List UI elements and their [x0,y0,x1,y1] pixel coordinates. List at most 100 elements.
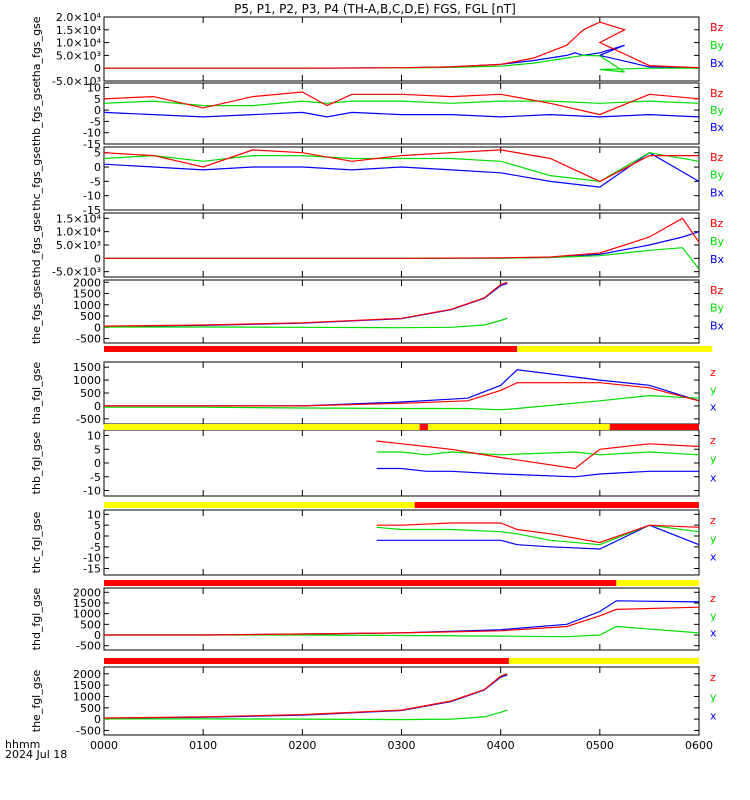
y-tick-label: -5.0×10³ [52,75,101,88]
y-tick-label: 1500 [73,288,101,301]
legend-entry-y: y [710,453,717,466]
series-line-x [376,524,700,550]
series-line-y [376,524,700,546]
legend-entry-Bx: Bx [710,186,725,199]
y-axis-label: tha_fgs_gse [30,16,43,81]
mode-segment-slow [517,346,713,352]
x-tick-label: 0000 [90,739,118,752]
mode-segment-slow [104,502,415,508]
legend-entry-x: x [710,471,717,484]
y-tick-label: 500 [80,310,101,323]
series-line-z [104,606,700,636]
panel-frame [103,666,700,736]
y-tick-label: -5 [90,175,101,188]
y-tick-label: 0 [94,161,101,174]
panel-frame [103,146,700,211]
mode-segment-fast [414,502,699,508]
legend-entry-x: x [710,401,717,414]
y-axis-label: the_fgl_gse [30,670,43,733]
y-tick-label: 2.0×10⁴ [56,11,102,24]
panel-frame [103,361,700,425]
x-tick-label: 0300 [388,739,416,752]
legend-entry-Bx: Bx [710,121,725,134]
y-tick-label: -10 [83,127,101,140]
legend-entry-Bz: Bz [710,21,724,34]
panel-frame [103,587,700,651]
y-tick-label: 0 [94,457,101,470]
y-tick-label: 1000 [73,374,101,387]
y-tick-label: 1000 [73,608,101,621]
legend-entry-Bz: Bz [710,87,724,100]
mode-bar [104,580,699,586]
x-tick-label: 0100 [189,739,217,752]
y-tick-label: 1000 [73,690,101,703]
series-line-Bz [103,149,699,183]
y-tick-label: 1.0×10⁴ [56,37,102,50]
date-label: 2024 Jul 18 [5,748,68,761]
y-tick-label: 0 [94,321,101,334]
y-tick-label: 2000 [73,586,101,599]
series-line-Bz [104,21,700,69]
series-line-y [104,709,508,721]
y-axis-label: thb_fgs_gse [30,81,43,147]
y-tick-label: 0 [94,713,101,726]
chart-title: P5, P1, P2, P3, P4 (TH-A,B,C,D,E) FGS, F… [234,2,516,16]
mode-segment-slow [104,424,415,430]
mode-segment-fast [104,658,509,664]
y-axis-label: tha_fgl_gse [30,362,43,425]
y-tick-label: 500 [80,618,101,631]
x-axis-units-label: hhmm [5,738,41,751]
y-tick-label: 10 [87,508,101,521]
panel-frame [103,279,700,344]
y-tick-label: -500 [76,413,101,426]
series-line-Bx [103,282,508,327]
y-tick-label: -15 [83,563,101,576]
series-line-By [104,317,508,329]
mode-bar [104,502,699,508]
legend-entry-z: z [710,514,716,527]
mode-segment-fast [104,580,617,586]
legend-entry-x: x [710,627,717,640]
y-tick-label: 10 [87,430,101,443]
y-tick-label: 0 [94,400,101,413]
y-tick-label: -5 [90,541,101,554]
y-tick-label: 0 [94,629,101,642]
legend-entry-Bz: Bz [710,151,724,164]
legend-entry-By: By [710,169,725,182]
panel-frame [103,509,700,576]
series-line-Bz [103,91,700,116]
y-tick-label: 2000 [73,276,101,289]
y-tick-label: 1000 [73,299,101,312]
series-line-x [104,369,700,407]
y-tick-label: 5.0×10³ [56,239,101,252]
panel-frame [103,212,700,278]
legend-entry-y: y [710,383,717,396]
legend-entry-z: z [710,671,716,684]
series-line-Bx [104,44,700,69]
x-tick-label: 0500 [586,739,614,752]
y-tick-label: 10 [87,82,101,95]
legend-entry-By: By [710,235,725,248]
y-tick-label: -15 [83,204,101,217]
y-tick-label: -5.0×10³ [52,266,101,279]
y-tick-label: -5 [90,115,101,128]
y-tick-label: 5 [94,93,101,106]
legend-entry-Bz: Bz [710,217,724,230]
series-line-x [376,467,699,478]
legend-entry-z: z [710,366,716,379]
mode-segment-fast [104,346,518,352]
mode-segment-slow [406,424,420,430]
y-tick-label: 0 [94,530,101,543]
series-line-y [104,394,700,411]
legend-entry-y: y [710,609,717,622]
panel-thc_fgs_gse: -15-10 -505 thc_fgs_gse Bz By Bx [30,146,725,217]
legend-entry-By: By [710,39,725,52]
y-tick-label: -5 [90,471,101,484]
series-line-z [104,382,700,407]
y-tick-label: 5 [94,519,101,532]
legend-entry-Bx: Bx [710,253,725,266]
panel-frame [103,82,700,145]
y-tick-label: 5 [94,147,101,160]
